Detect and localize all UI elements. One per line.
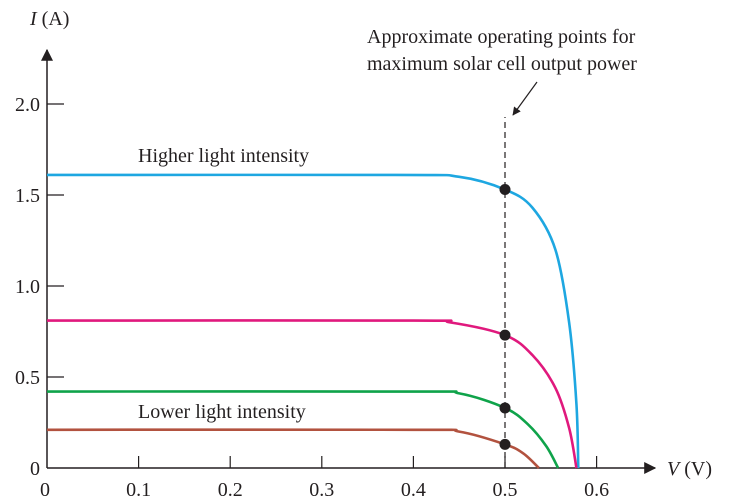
operating-points-annotation-line2: maximum solar cell output power [367,53,637,75]
lower-intensity-label: Lower light intensity [138,401,306,423]
x-tick-label: 0.4 [401,479,426,501]
x-axis-variable: V [667,458,682,480]
y-tick-label: 1.0 [15,276,40,298]
y-tick-label: 2.0 [15,94,40,116]
x-tick-label: 0.5 [493,479,518,501]
y-axis-unit: (A) [37,8,70,30]
x-tick-label: 0.6 [584,479,609,501]
series-curve [46,319,578,469]
higher-intensity-label: Higher light intensity [138,145,309,167]
operating-point-dot [499,329,511,341]
y-axis-title: I (A) [29,8,69,30]
x-axis-title: V (V) [667,458,712,480]
operating-point-dot [499,184,511,196]
x-tick-label: 0.1 [126,479,151,501]
y-ticks: 0 0.5 1.0 1.5 2.0 [15,94,64,480]
operating-points-group [499,184,511,450]
y-tick-label: 0 [30,458,40,480]
annotation-pointer-arrow [512,81,538,116]
series-group [46,173,580,469]
operating-point-dot [499,438,511,450]
y-tick-label: 1.5 [15,185,40,207]
series-curve [46,428,540,469]
x-axis-unit: (V) [679,458,712,480]
operating-point-dot [499,402,511,414]
operating-points-annotation-line1: Approximate operating points for [367,26,636,48]
series-curve [46,390,560,469]
series-curve [46,173,580,469]
x-tick-label: 0.3 [309,479,334,501]
x-tick-label: 0.2 [218,479,243,501]
y-axis-variable: I [29,8,38,30]
x-tick-label: 0 [40,479,50,501]
axes [41,48,657,474]
x-ticks: 0 0.1 0.2 0.3 0.4 0.5 0.6 [40,456,609,501]
y-tick-label: 0.5 [15,367,40,389]
